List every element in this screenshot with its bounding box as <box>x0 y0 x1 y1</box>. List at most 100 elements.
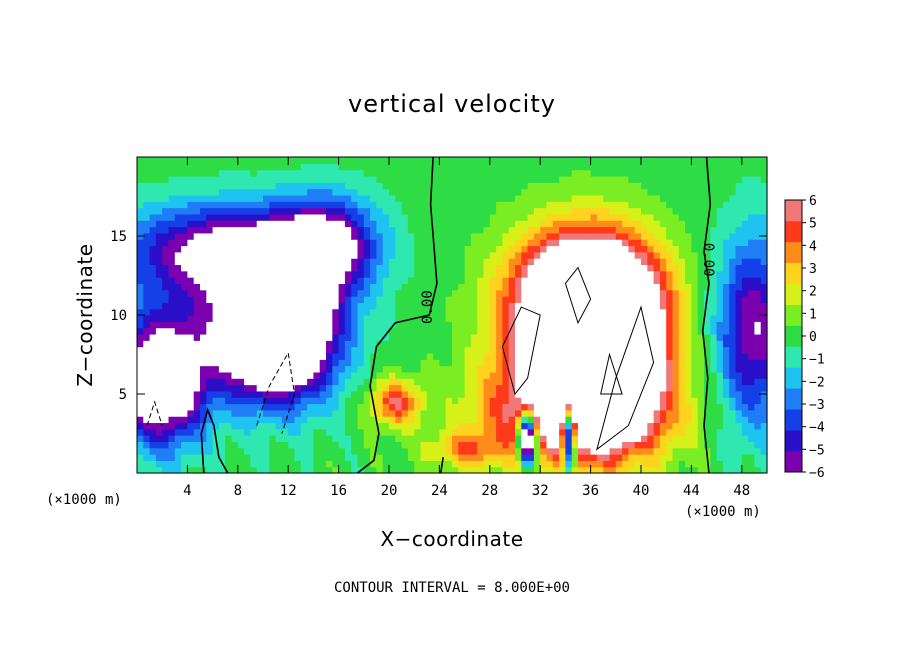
field-cell <box>137 454 144 461</box>
field-cell <box>596 327 604 335</box>
field-cell <box>288 226 296 234</box>
field-cell <box>452 447 459 455</box>
field-cell <box>363 333 371 341</box>
field-cell <box>376 175 384 183</box>
field-cell <box>521 283 529 291</box>
field-cell <box>634 466 642 474</box>
field-cell <box>735 258 743 266</box>
field-cell <box>231 454 239 461</box>
field-cell <box>294 460 302 468</box>
field-cell <box>590 378 598 386</box>
field-cell <box>722 315 730 322</box>
field-cell <box>760 460 768 468</box>
field-cell <box>760 302 768 310</box>
field-cell <box>256 422 264 430</box>
field-cell <box>326 175 333 183</box>
field-cell <box>552 365 560 373</box>
field-cell <box>281 169 289 177</box>
field-cell <box>445 466 453 474</box>
field-cell <box>571 258 579 266</box>
field-cell <box>552 460 560 468</box>
field-cell <box>458 207 466 215</box>
field-cell <box>735 371 743 379</box>
field-cell <box>672 346 680 354</box>
field-cell <box>647 371 655 379</box>
field-cell <box>697 390 705 398</box>
field-cell <box>244 403 251 411</box>
field-cell <box>137 188 144 196</box>
field-cell <box>452 182 459 190</box>
field-cell <box>552 403 560 411</box>
field-cell <box>666 188 674 196</box>
field-cell <box>401 441 409 449</box>
field-cell <box>578 188 585 196</box>
field-cell <box>187 163 195 171</box>
field-cell <box>559 258 566 266</box>
field-cell <box>155 460 163 468</box>
field-cell <box>710 175 718 183</box>
field-cell <box>515 296 522 303</box>
field-cell <box>508 365 516 373</box>
field-cell <box>363 194 371 202</box>
field-cell <box>596 378 604 386</box>
field-cell <box>162 359 170 367</box>
field-cell <box>552 296 560 303</box>
field-cell <box>533 346 541 354</box>
field-cell <box>269 397 277 405</box>
field-cell <box>395 435 403 442</box>
field-cell <box>420 220 428 228</box>
field-cell <box>470 182 478 190</box>
field-cell <box>376 390 384 398</box>
field-cell <box>231 220 239 228</box>
field-cell <box>477 403 485 411</box>
field-cell <box>407 213 415 221</box>
field-cell <box>584 315 592 322</box>
field-cell <box>609 371 617 379</box>
field-cell <box>527 308 535 316</box>
field-cell <box>344 251 352 259</box>
field-cell <box>729 258 737 266</box>
field-cell <box>326 321 333 329</box>
field-cell <box>502 232 510 240</box>
field-cell <box>414 251 422 259</box>
field-cell <box>231 333 239 341</box>
field-cell <box>722 188 730 196</box>
field-cell <box>307 245 314 253</box>
field-cell <box>143 333 151 341</box>
field-cell <box>653 296 661 303</box>
field-cell <box>735 352 743 360</box>
field-cell <box>533 289 541 297</box>
field-cell <box>666 441 674 449</box>
field-cell <box>609 416 617 424</box>
field-cell <box>754 258 762 266</box>
field-cell <box>628 182 636 190</box>
field-cell <box>578 435 585 442</box>
field-cell <box>338 340 346 348</box>
field-cell <box>149 384 157 392</box>
field-cell <box>218 340 226 348</box>
field-cell <box>565 175 573 183</box>
field-cell <box>741 321 749 329</box>
field-cell <box>389 346 396 354</box>
field-cell <box>143 264 151 272</box>
field-cell <box>181 188 188 196</box>
field-cell <box>477 352 485 360</box>
field-cell <box>590 283 598 291</box>
field-cell <box>155 403 163 411</box>
field-cell <box>181 466 188 474</box>
field-cell <box>407 327 415 335</box>
field-cell <box>502 435 510 442</box>
field-cell <box>294 333 302 341</box>
field-cell <box>603 194 611 202</box>
field-cell <box>162 403 170 411</box>
field-cell <box>603 277 611 284</box>
field-cell <box>458 245 466 253</box>
field-cell <box>244 409 251 417</box>
field-cell <box>666 157 674 164</box>
field-cell <box>748 188 755 196</box>
field-cell <box>559 422 566 430</box>
field-cell <box>596 163 604 171</box>
field-cell <box>149 289 157 297</box>
field-cell <box>634 182 642 190</box>
field-cell <box>143 428 151 436</box>
